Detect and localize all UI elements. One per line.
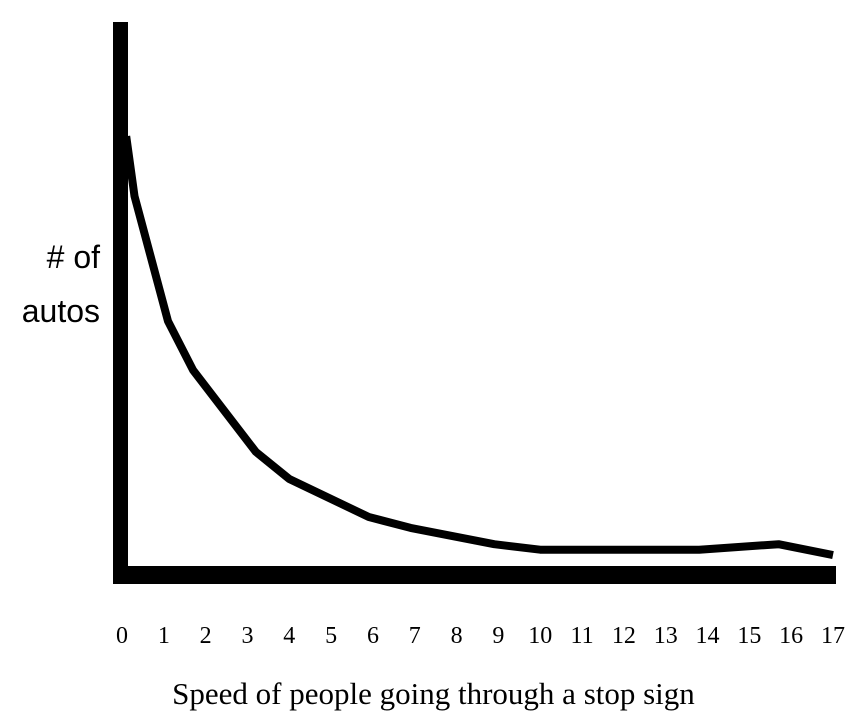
x-tick-label: 7 bbox=[408, 623, 421, 649]
x-tick-label: 16 bbox=[779, 623, 804, 649]
x-tick-label: 12 bbox=[611, 623, 636, 649]
x-tick-label: 3 bbox=[241, 623, 254, 649]
x-tick-label: 0 bbox=[116, 623, 128, 649]
x-tick-label: 5 bbox=[325, 623, 338, 649]
x-tick-label: 15 bbox=[737, 623, 762, 649]
x-tick-label: 2 bbox=[199, 623, 212, 649]
x-tick-label: 17 bbox=[821, 623, 845, 649]
x-tick-label: 14 bbox=[695, 623, 720, 649]
x-axis-label: Speed of people going through a stop sig… bbox=[172, 676, 695, 711]
x-tick-label: 4 bbox=[283, 623, 296, 649]
x-tick-label: 13 bbox=[653, 623, 678, 649]
y-axis-label-line2: autos bbox=[21, 293, 100, 329]
x-axis-line bbox=[113, 566, 836, 584]
y-axis-line bbox=[113, 22, 128, 584]
x-tick-label: 11 bbox=[570, 623, 594, 649]
x-tick-label: 10 bbox=[528, 623, 553, 649]
x-tick-label: 9 bbox=[492, 623, 505, 649]
y-axis-label-line1: # of bbox=[46, 239, 100, 275]
data-line-autos bbox=[122, 135, 834, 560]
x-tick-label: 8 bbox=[450, 623, 463, 649]
x-tick-label: 6 bbox=[366, 623, 379, 649]
x-tick-label: 1 bbox=[157, 623, 170, 649]
